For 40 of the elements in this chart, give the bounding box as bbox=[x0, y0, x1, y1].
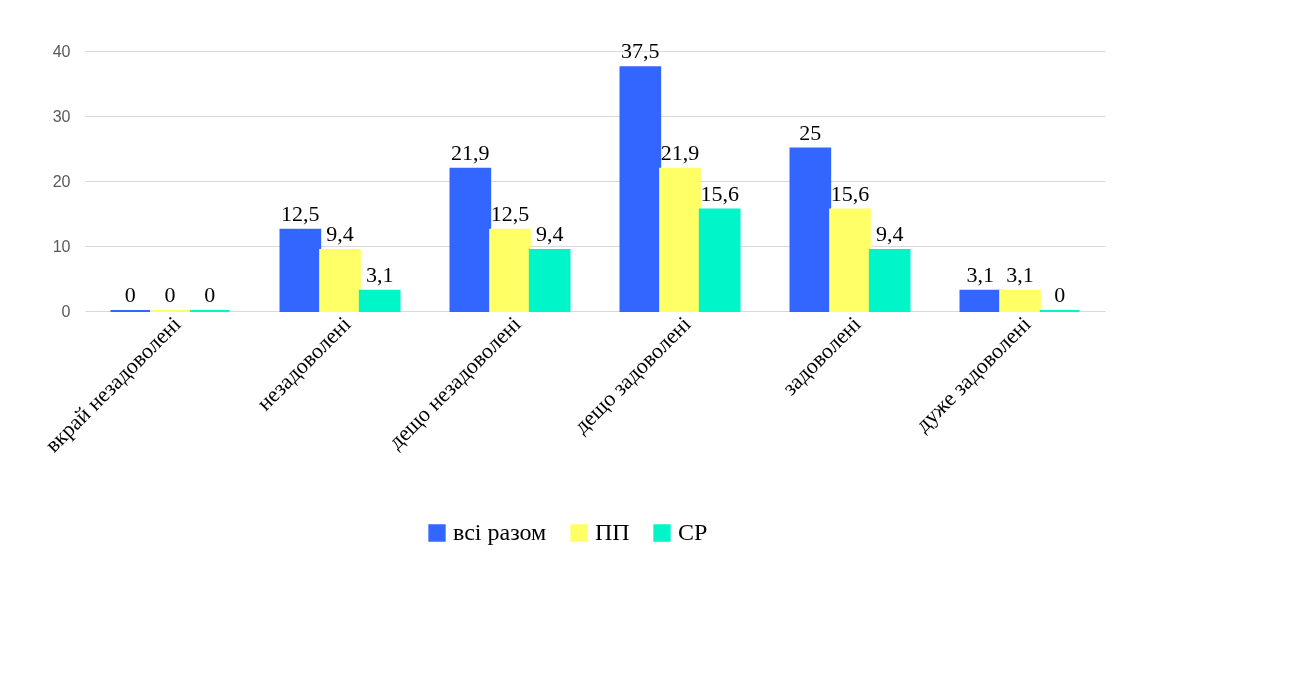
bar bbox=[528, 248, 571, 312]
bar bbox=[959, 289, 1002, 312]
data-label: 3,1 bbox=[966, 261, 995, 287]
data-label: 0 bbox=[164, 282, 176, 307]
legend-label: всі разом bbox=[453, 519, 547, 545]
bar bbox=[489, 228, 531, 312]
bar bbox=[358, 289, 401, 312]
bar bbox=[619, 66, 662, 312]
data-label: 9,4 bbox=[875, 220, 904, 246]
data-label: 3,1 bbox=[365, 261, 394, 287]
bar bbox=[868, 248, 911, 312]
data-label: 3,1 bbox=[1006, 261, 1034, 287]
data-label: 9,4 bbox=[326, 220, 354, 246]
bar bbox=[789, 147, 832, 312]
y-tick-label: 10 bbox=[52, 237, 71, 255]
data-label: 25 bbox=[799, 119, 822, 145]
data-label: 0 bbox=[204, 282, 216, 307]
y-tick-label: 40 bbox=[52, 42, 71, 60]
data-label: 9,4 bbox=[535, 220, 564, 246]
bar bbox=[319, 248, 361, 312]
bar bbox=[659, 167, 701, 312]
data-label: 0 bbox=[1054, 282, 1066, 307]
data-label: 0 bbox=[124, 282, 136, 307]
legend-label: ПП bbox=[595, 519, 630, 545]
data-label: 15,6 bbox=[830, 180, 870, 206]
y-tick-label: 0 bbox=[61, 302, 71, 320]
bar bbox=[698, 208, 741, 312]
legend-label: СР bbox=[678, 519, 708, 545]
bar bbox=[449, 167, 492, 312]
y-tick-label: 20 bbox=[52, 172, 71, 190]
y-tick-label: 30 bbox=[52, 107, 71, 125]
bar bbox=[279, 228, 322, 312]
data-label: 15,6 bbox=[700, 180, 739, 206]
bar bbox=[829, 208, 871, 312]
data-label: 12,5 bbox=[281, 200, 320, 226]
data-label: 21,9 bbox=[660, 139, 700, 165]
data-label: 37,5 bbox=[621, 38, 660, 64]
bar bbox=[999, 289, 1041, 312]
data-label: 21,9 bbox=[451, 139, 490, 165]
data-label: 12,5 bbox=[490, 200, 530, 226]
